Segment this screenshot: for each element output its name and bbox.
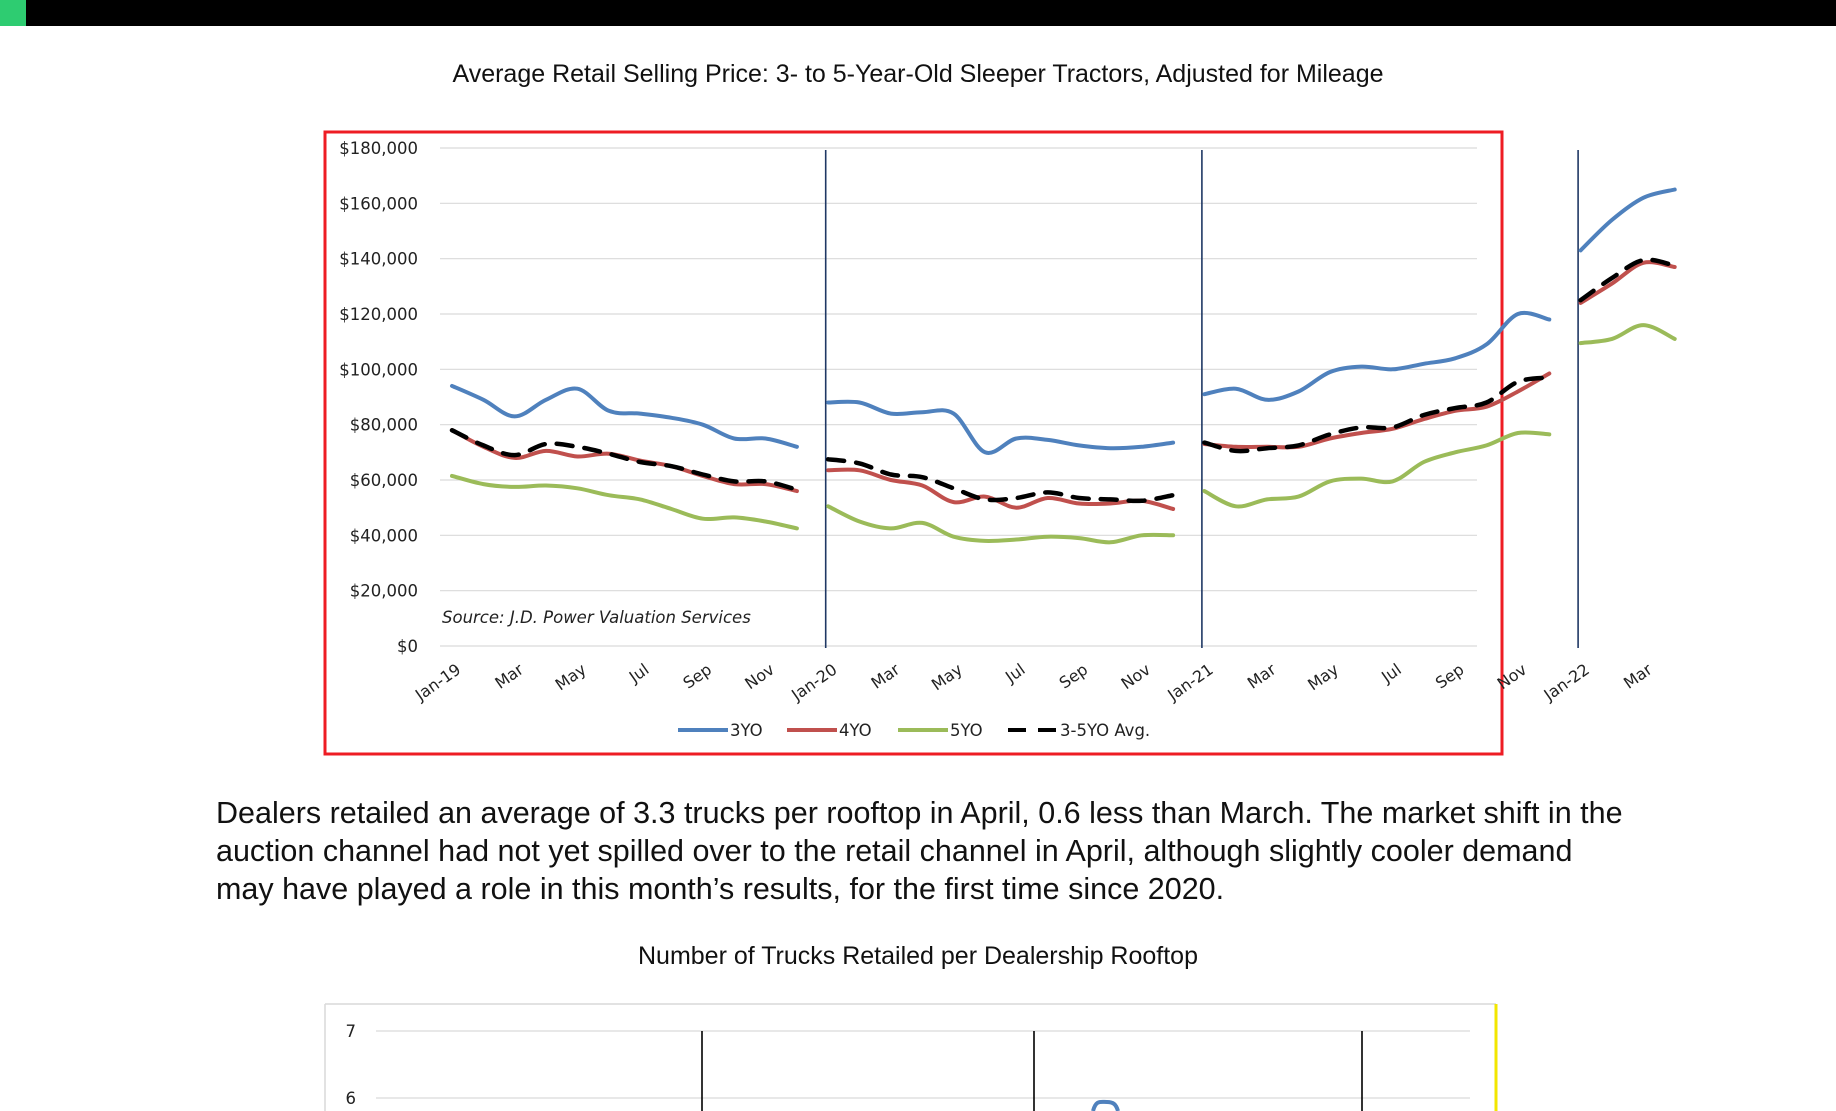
x-tick-label: Mar bbox=[491, 659, 527, 692]
chart-legend: 3YO 4YO 5YO 3-5YO Avg. bbox=[678, 721, 1150, 740]
x-tick-label: Mar bbox=[868, 659, 904, 692]
y-tick-label: $160,000 bbox=[339, 194, 418, 213]
y-tick-label: $40,000 bbox=[350, 526, 418, 545]
series-3yo bbox=[450, 187, 1677, 455]
x-tick-label: May bbox=[928, 660, 966, 695]
chart2-year-dividers bbox=[701, 1031, 1363, 1111]
top-header-bar bbox=[0, 0, 1836, 26]
y-tick-label: $140,000 bbox=[339, 250, 418, 269]
x-tick-label: Jan-19 bbox=[411, 660, 464, 705]
chart-gridlines bbox=[440, 147, 1477, 647]
y-tick-label: $60,000 bbox=[350, 471, 418, 490]
chart-series bbox=[449, 187, 1677, 545]
x-tick-label: Nov bbox=[1118, 660, 1154, 693]
x-tick-label: Nov bbox=[1494, 660, 1530, 693]
x-axis-tick-labels: Jan-19 Mar May Jul Sep Nov Jan-20 Mar May Jul Sep N… bbox=[411, 659, 1656, 705]
series-line-segment bbox=[450, 473, 799, 531]
y-tick-label: 6 bbox=[346, 1089, 357, 1108]
y-tick-label: 7 bbox=[346, 1022, 357, 1041]
series-line-segment bbox=[1202, 371, 1552, 450]
chart2-y-tick-labels: 67 bbox=[346, 1022, 357, 1108]
chart2-gridlines bbox=[376, 1030, 1470, 1099]
x-tick-label: Jan-22 bbox=[1540, 660, 1593, 705]
x-tick-label: Sep bbox=[1432, 660, 1468, 693]
legend-label: 4YO bbox=[839, 721, 872, 740]
legend-item: 5YO bbox=[898, 721, 983, 740]
x-tick-label: Jan-21 bbox=[1163, 660, 1216, 705]
y-axis-tick-labels: $0 $20,000 $40,000 $60,000 $80,000 $100,000 $1… bbox=[339, 139, 418, 656]
legend-item: 3-5YO Avg. bbox=[1008, 721, 1150, 740]
series-line-segment bbox=[1578, 323, 1677, 346]
x-tick-label: Sep bbox=[1056, 660, 1092, 693]
x-tick-label: Sep bbox=[679, 660, 715, 693]
source-note: Source: J.D. Power Valuation Services bbox=[442, 608, 751, 627]
brand-accent-block bbox=[0, 0, 26, 26]
y-tick-label: $20,000 bbox=[350, 582, 418, 601]
series-line-segment bbox=[1578, 257, 1677, 303]
legend-label: 3-5YO Avg. bbox=[1060, 721, 1150, 740]
series-line-segment bbox=[449, 427, 800, 492]
y-tick-label: $0 bbox=[397, 637, 418, 656]
series-line-segment bbox=[1202, 430, 1552, 509]
x-tick-label: Jul bbox=[1377, 660, 1405, 687]
x-tick-label: Mar bbox=[1244, 659, 1280, 692]
y-tick-label: $120,000 bbox=[339, 305, 418, 324]
y-tick-label: $80,000 bbox=[350, 416, 418, 435]
series-line-segment bbox=[450, 383, 799, 449]
x-tick-label: Jan-20 bbox=[787, 660, 840, 705]
body-paragraph: Dealers retailed an average of 3.3 truck… bbox=[216, 796, 1623, 906]
x-tick-label: Mar bbox=[1620, 659, 1656, 692]
x-tick-label: May bbox=[552, 660, 590, 695]
series-5yo bbox=[450, 323, 1677, 545]
price-line-chart: $0 $20,000 $40,000 $60,000 $80,000 $100,000 $1… bbox=[323, 130, 1677, 756]
x-tick-label: Jul bbox=[1001, 660, 1029, 687]
chart2-title: Number of Trucks Retailed per Dealership… bbox=[638, 942, 1198, 970]
series-line-segment bbox=[825, 457, 1176, 504]
year-divider-lines bbox=[824, 150, 1579, 648]
series-line-segment bbox=[1202, 375, 1552, 454]
series-line-segment bbox=[1202, 311, 1552, 402]
series-line-segment bbox=[826, 399, 1176, 455]
x-tick-label: Jul bbox=[625, 660, 653, 687]
chart-highlight-frame bbox=[323, 130, 1504, 756]
legend-label: 5YO bbox=[950, 721, 983, 740]
legend-item: 3YO bbox=[678, 721, 763, 740]
chart1-title: Average Retail Selling Price: 3- to 5-Ye… bbox=[452, 60, 1384, 88]
x-tick-label: Nov bbox=[741, 660, 777, 693]
x-tick-label: May bbox=[1304, 660, 1342, 695]
legend-item: 4YO bbox=[787, 721, 872, 740]
series-3-5yo-avg bbox=[449, 257, 1677, 504]
chart2-series-line bbox=[1091, 1099, 1120, 1111]
series-line-segment bbox=[826, 467, 1176, 511]
legend-label: 3YO bbox=[730, 721, 763, 740]
series-4yo bbox=[450, 260, 1677, 511]
series-line-segment bbox=[826, 504, 1176, 545]
y-tick-label: $100,000 bbox=[339, 360, 418, 379]
series-line-segment bbox=[1578, 187, 1677, 253]
y-tick-label: $180,000 bbox=[339, 139, 418, 158]
